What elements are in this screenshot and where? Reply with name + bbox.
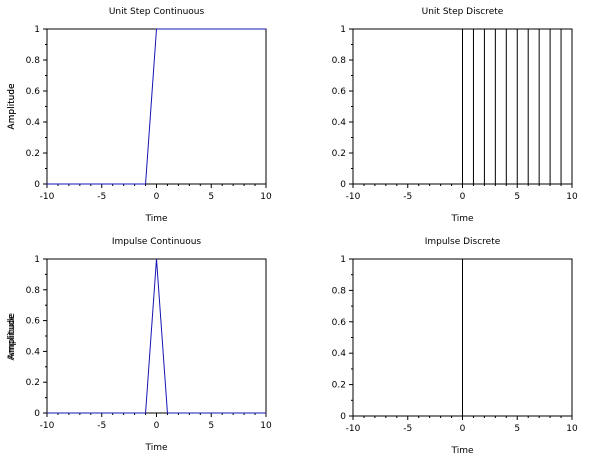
x-tick-label: 5 (514, 424, 520, 434)
chart-unit-step-continuous: Unit Step Continuous -10 -5 0 5 10 0 0.2 0.4 0.6 0… (7, 7, 272, 224)
x-tick-label: -10 (346, 424, 361, 434)
y-axis-title: Amplitude (7, 314, 17, 361)
y-tick-label: 0.4 (26, 347, 41, 357)
x-tick-label: 0 (154, 421, 160, 431)
y-tick-label: 1 (340, 25, 346, 35)
y-tick-label: 0.4 (26, 118, 41, 128)
x-axis-title: Time (144, 443, 167, 453)
chart-impulse-discrete: Impulse Discrete-10 -5 0 5 1000.20.40.60.81T… (7, 237, 578, 456)
y-tick-label: 0 (340, 412, 346, 422)
chart-unit-step-discrete: Unit Step Discrete-10 -5 0 5 1000.20.40.60.8… (7, 7, 578, 224)
y-tick-label: 0.4 (332, 118, 347, 128)
y-tick-label: 0.2 (26, 149, 40, 159)
x-tick-label: -5 (97, 192, 106, 202)
x-tick-label: 0 (154, 192, 160, 202)
x-axis-title: Time (450, 446, 473, 456)
x-axis-title: Time (450, 214, 473, 224)
x-tick-label: -10 (40, 192, 55, 202)
y-tick-label: 0.8 (332, 286, 347, 296)
y-tick-label: 1 (34, 25, 40, 35)
y-tick-label: 0.4 (332, 349, 347, 359)
y-tick-label: 0.2 (332, 149, 346, 159)
chart-title: Unit Step Continuous (109, 7, 205, 17)
x-axis-title: Time (144, 214, 167, 224)
chart-title: Unit Step Discrete (422, 7, 504, 17)
x-tick-label: 10 (260, 192, 272, 202)
chart-title: Impulse Discrete (425, 237, 501, 247)
x-tick-label: 5 (208, 421, 214, 431)
y-tick-label: 0 (340, 180, 346, 190)
x-tick-label: -5 (97, 421, 106, 431)
y-tick-label: 0 (34, 180, 40, 190)
y-axis-title: Amplitude (7, 312, 17, 359)
y-tick-label: 0.8 (26, 286, 41, 296)
x-tick-label: -5 (403, 192, 412, 202)
y-axis-title: Amplitude (7, 83, 17, 130)
x-tick-label: 0 (460, 424, 466, 434)
y-tick-label: 0.2 (332, 381, 346, 391)
x-tick-label: 0 (460, 192, 466, 202)
y-tick-label: 0.6 (332, 87, 347, 97)
x-tick-label: 10 (260, 421, 272, 431)
x-tick-label: -10 (40, 421, 55, 431)
x-tick-label: -5 (403, 424, 412, 434)
y-tick-label: 0.8 (26, 56, 41, 66)
y-tick-label: 0.6 (26, 87, 41, 97)
x-tick-label: 10 (566, 192, 578, 202)
y-tick-label: 1 (34, 255, 40, 265)
y-axis-title: Amplitude (7, 83, 17, 130)
x-tick-label: 10 (566, 424, 578, 434)
y-tick-label: 0.8 (332, 56, 347, 66)
y-tick-label: 0.6 (26, 317, 41, 327)
y-tick-label: 1 (340, 255, 346, 265)
x-tick-label: -10 (346, 192, 361, 202)
y-tick-label: 0.6 (332, 318, 347, 328)
series-line (47, 28, 266, 185)
chart-title: Impulse Continuous (112, 237, 202, 247)
y-tick-label: 0.2 (26, 378, 40, 388)
x-tick-label: 5 (208, 192, 214, 202)
x-tick-label: 5 (514, 192, 520, 202)
y-tick-label: 0 (34, 409, 40, 419)
series-line (47, 258, 266, 414)
chart-impulse-continuous: Impulse Continuous -10 -5 0 5 10 0 0.2 0.4 0.6 0.8… (7, 237, 272, 453)
